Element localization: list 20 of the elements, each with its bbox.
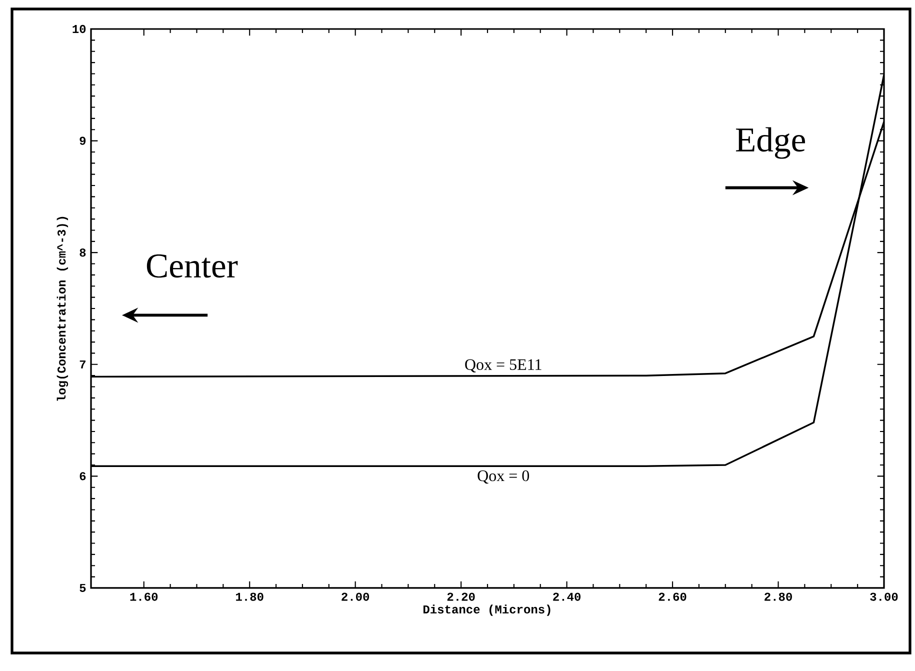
x-axis-title: Distance (Microns) [423, 604, 550, 616]
x-tick-label: 2.00 [342, 592, 370, 601]
y-tick-label: 9 [80, 136, 86, 145]
x-tick-label: 2.80 [764, 592, 792, 601]
annotation: Edge [736, 127, 806, 159]
y-tick-label: 8 [80, 248, 86, 257]
x-tick-label: 1.80 [236, 592, 264, 601]
y-tick-label: 10 [72, 24, 86, 34]
y-tick-label: 7 [80, 360, 86, 368]
x-tick-label: 2.40 [553, 592, 580, 601]
y-tick-label: 5 [80, 584, 86, 592]
x-tick-label: 1.60 [130, 592, 158, 601]
y-tick-label: 6 [80, 472, 86, 480]
series-label: Qox = 0 [478, 470, 530, 484]
x-tick-label: 2.20 [447, 592, 475, 601]
y-axis-title: log(Concentration (cm^-3)) [56, 216, 68, 401]
x-tick-label: 3.00 [870, 592, 898, 601]
annotation: Center [146, 254, 238, 278]
x-tick-label: 2.60 [658, 592, 686, 601]
series-label: Qox = 5E11 [465, 359, 542, 372]
